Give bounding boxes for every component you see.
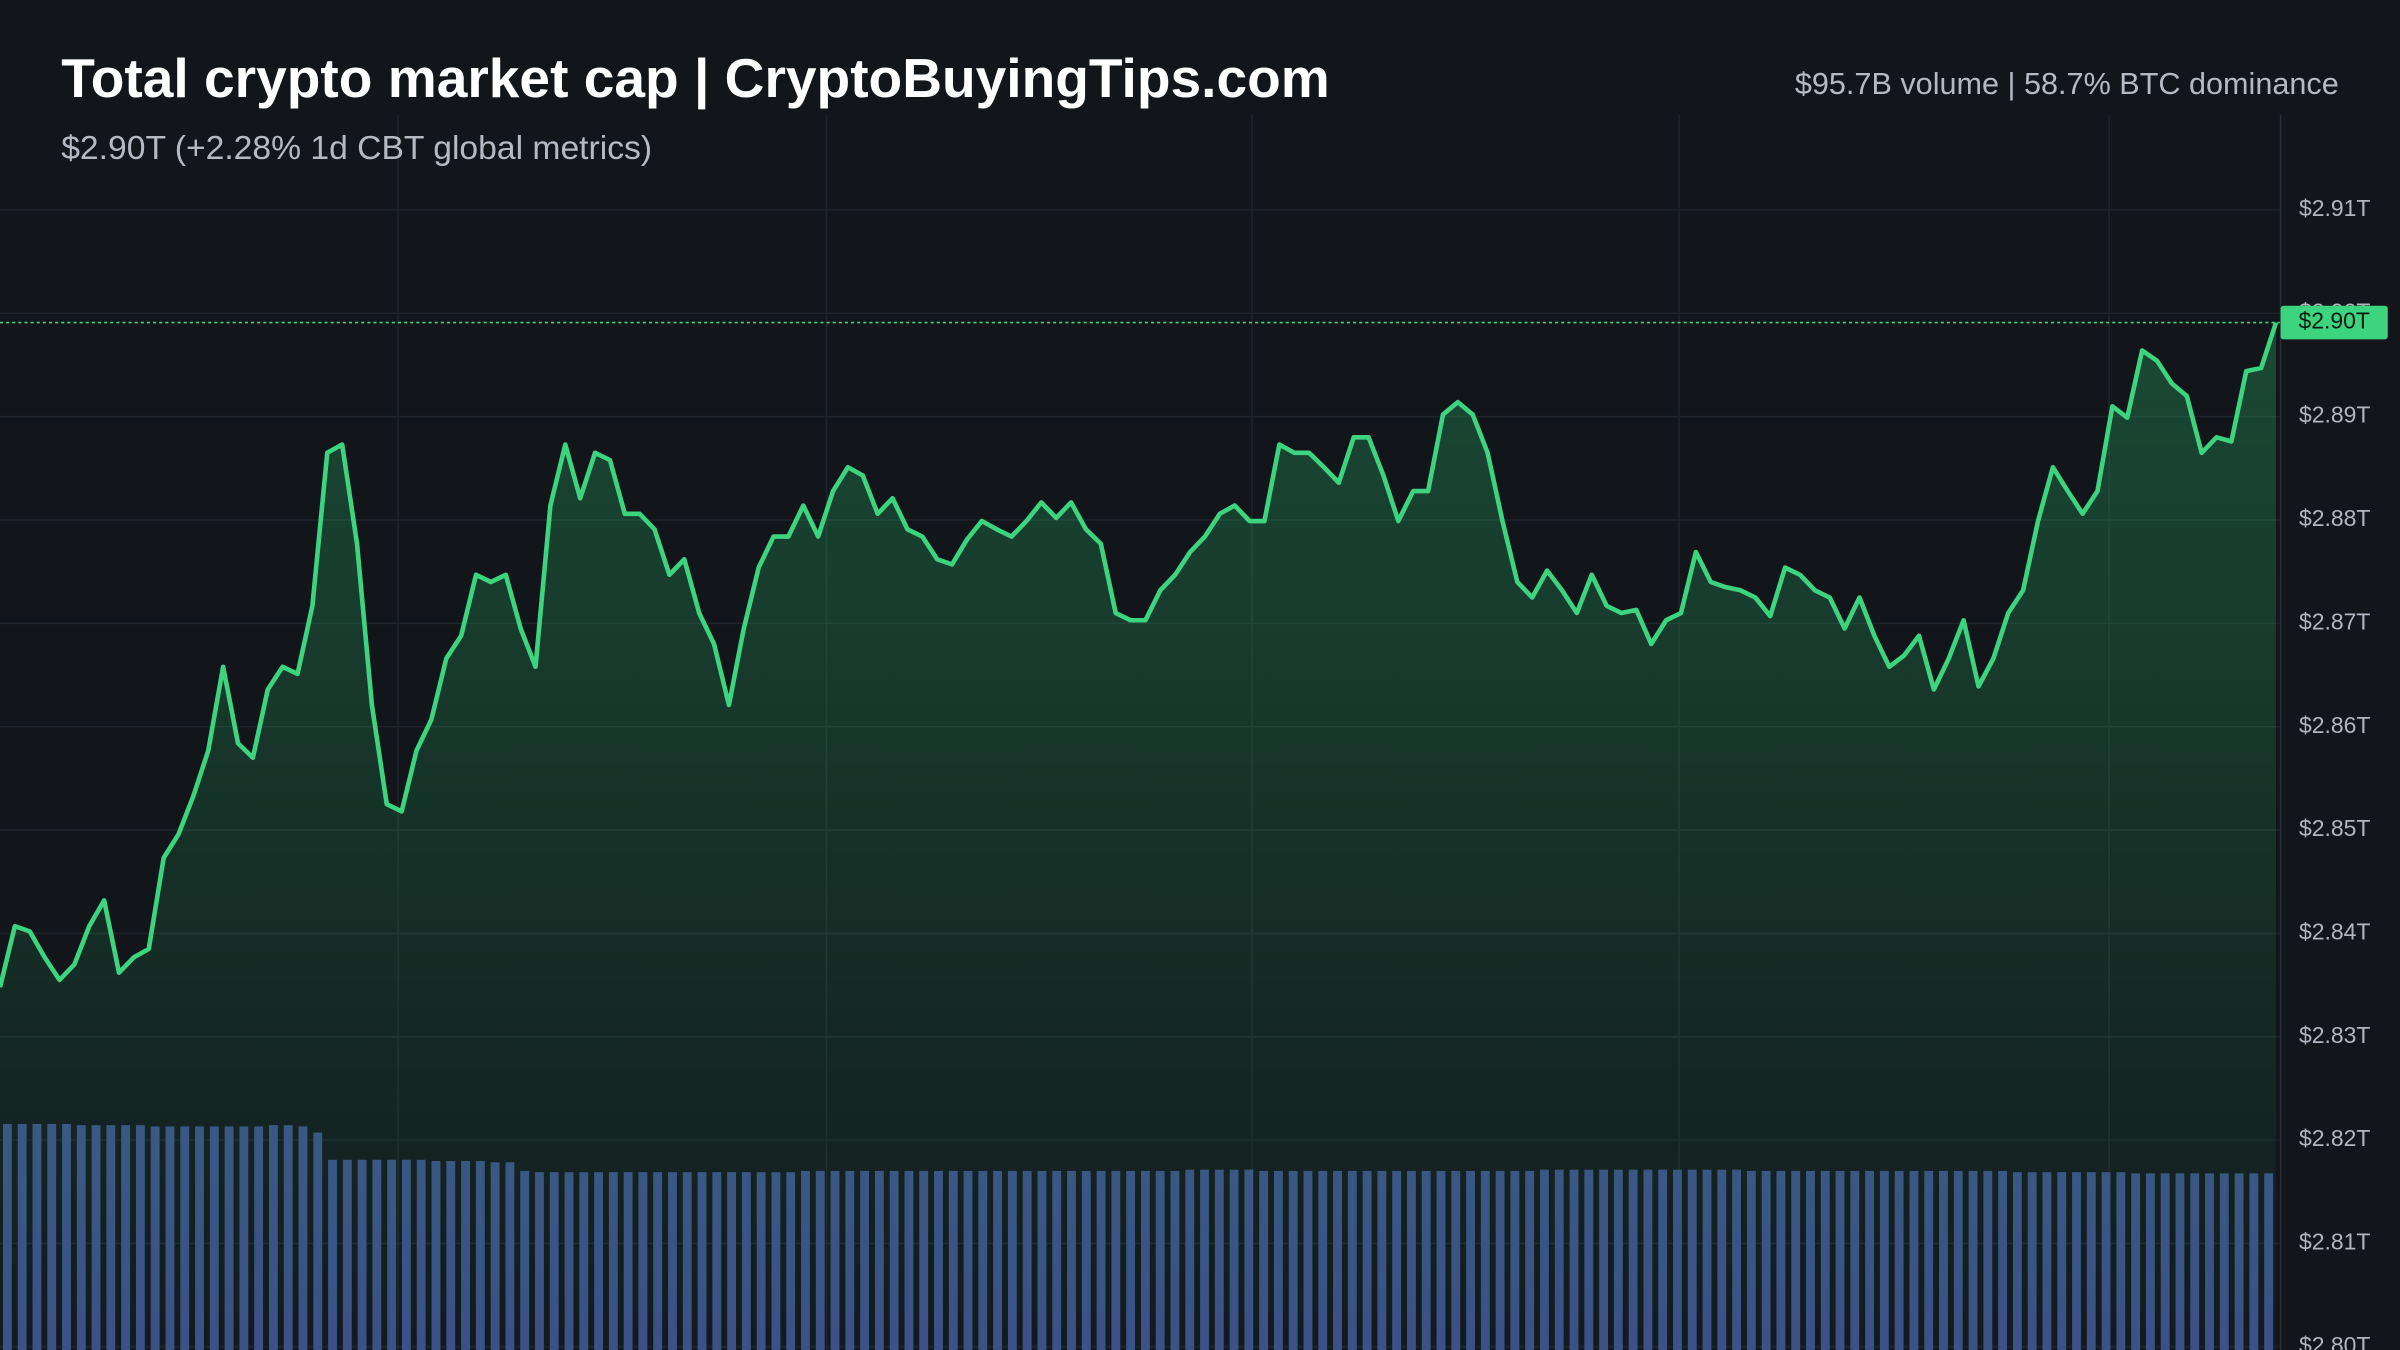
y-tick-label: $2.89T <box>2299 402 2370 428</box>
y-tick-label: $2.82T <box>2299 1125 2370 1151</box>
y-axis: $2.80T $2.81T $2.82T $2.83T $2.84T $2.85T $2.8… <box>2280 195 2388 1350</box>
current-price-tag <box>2280 305 2388 340</box>
y-tick-label: $2.88T <box>2299 505 2370 531</box>
chart-title: Total crypto market cap | CryptoBuyingTi… <box>61 47 1330 110</box>
y-tick-label: $2.85T <box>2299 815 2370 841</box>
current-price-label: $2.90T <box>2298 308 2369 334</box>
y-tick-label: $2.80T <box>2299 1332 2370 1350</box>
chart-subtitle: $2.90T (+2.28% 1d CBT global metrics) <box>61 130 652 167</box>
plot <box>0 321 2281 1350</box>
y-tick-label: $2.91T <box>2299 195 2370 221</box>
y-tick-label: $2.84T <box>2299 919 2370 945</box>
y-tick-label: $2.83T <box>2299 1022 2370 1048</box>
y-tick-label: $2.86T <box>2299 712 2370 738</box>
line <box>0 321 2279 988</box>
annotation: $95.7B volume | 58.7% BTC dominance <box>1795 67 2339 101</box>
y-tick-label: $2.87T <box>2299 608 2370 634</box>
y-tick-label: $2.81T <box>2299 1229 2370 1255</box>
